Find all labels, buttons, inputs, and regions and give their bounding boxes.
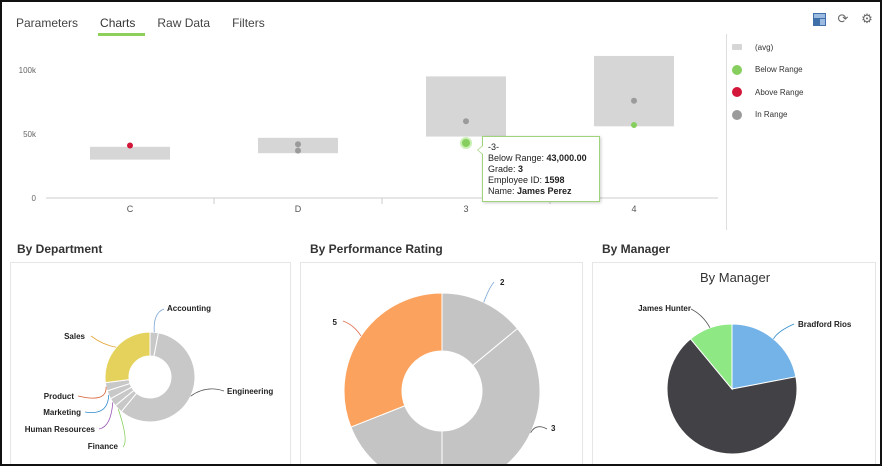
data-point[interactable] bbox=[463, 118, 469, 125]
pie-slice[interactable] bbox=[689, 323, 733, 391]
x-tick-label: 3 bbox=[463, 204, 468, 214]
slice-connector bbox=[117, 408, 126, 448]
toolbar: ⟳ ⚙ bbox=[812, 11, 874, 26]
y-tick-label: 100k bbox=[19, 66, 37, 75]
slice-label: Bradford Rios bbox=[798, 320, 852, 329]
manager-pie-chart: By Manager Bradford Rios James Hunter bbox=[638, 270, 852, 455]
tooltip-line-employee: Employee ID: 1598 bbox=[488, 175, 565, 185]
range-box[interactable] bbox=[426, 76, 506, 137]
slice-connector bbox=[530, 426, 548, 433]
slice-label: Engineering bbox=[227, 387, 273, 396]
legend-swatch-above-range bbox=[732, 87, 742, 98]
slice-connector bbox=[77, 386, 107, 399]
slice-label: Human Resources bbox=[25, 425, 96, 434]
legend-item-avg[interactable]: (avg) bbox=[732, 36, 872, 59]
pie-slice[interactable] bbox=[343, 292, 443, 428]
legend-item-in-range[interactable]: In Range bbox=[732, 104, 872, 127]
performance-panel-title: By Performance Rating bbox=[310, 242, 443, 256]
department-donut-chart: Accounting Engineering Finance Human Resour… bbox=[25, 304, 274, 451]
x-tick-label: 4 bbox=[631, 204, 636, 214]
slice-connector bbox=[773, 323, 795, 340]
slice-connector bbox=[342, 320, 362, 337]
data-point[interactable] bbox=[295, 141, 301, 148]
performance-donut-chart: 2 3 5 bbox=[333, 278, 556, 466]
slice-label: Product bbox=[44, 392, 75, 401]
slice-connector bbox=[84, 394, 110, 414]
legend-item-below-range[interactable]: Below Range bbox=[732, 59, 872, 82]
tooltip-line-range: Below Range: 43,000.00 bbox=[488, 153, 587, 163]
legend-label-avg: (avg) bbox=[755, 42, 774, 52]
x-tick-label: C bbox=[127, 204, 134, 214]
legend-divider bbox=[726, 34, 727, 230]
slice-connector bbox=[190, 388, 225, 397]
legend-label-above-range: Above Range bbox=[755, 87, 804, 97]
slice-label: 2 bbox=[500, 278, 505, 287]
legend-label-in-range: In Range bbox=[755, 110, 788, 120]
slice-label: 3 bbox=[551, 424, 556, 433]
range-scatter-chart: 0 50k 100k C D 3 4 bbox=[19, 55, 718, 214]
tab-filters[interactable]: Filters bbox=[232, 16, 265, 30]
legend-swatch-below-range bbox=[732, 64, 742, 75]
data-point[interactable] bbox=[460, 136, 472, 149]
tab-charts[interactable]: Charts bbox=[98, 10, 146, 36]
y-tick-label: 50k bbox=[23, 130, 37, 139]
tooltip-line-grade: Grade: 3 bbox=[488, 164, 524, 174]
legend-swatch-avg bbox=[732, 44, 742, 51]
performance-panel: 2 3 5 bbox=[300, 262, 583, 466]
x-tick-label: D bbox=[295, 204, 302, 214]
data-point[interactable] bbox=[631, 122, 637, 129]
slice-connector bbox=[153, 308, 165, 333]
pie-slice[interactable] bbox=[104, 331, 151, 384]
layout-icon[interactable] bbox=[812, 12, 826, 26]
slice-label: Marketing bbox=[43, 408, 81, 417]
slice-label: Finance bbox=[88, 442, 119, 451]
tooltip-line-name: Name: James Perez bbox=[488, 186, 572, 196]
gear-icon[interactable]: ⚙ bbox=[861, 11, 873, 26]
data-point[interactable] bbox=[127, 142, 133, 149]
pie-slice[interactable] bbox=[441, 327, 541, 466]
legend-item-above-range[interactable]: Above Range bbox=[732, 81, 872, 104]
manager-chart-title: By Manager bbox=[700, 270, 771, 285]
slice-label: Sales bbox=[64, 332, 85, 341]
refresh-icon[interactable]: ⟳ bbox=[837, 11, 849, 26]
chart-legend: (avg) Below Range Above Range In Range bbox=[732, 36, 872, 126]
tab-parameters[interactable]: Parameters bbox=[16, 16, 79, 30]
data-point-tooltip: -3- Below Range: 43,000.00 Grade: 3 Empl… bbox=[477, 136, 600, 202]
slice-label: 5 bbox=[333, 318, 338, 327]
slice-connector bbox=[690, 308, 711, 329]
tab-bar: Parameters Charts Raw Data Filters bbox=[14, 10, 285, 36]
slice-connector bbox=[483, 281, 495, 303]
manager-panel-title: By Manager bbox=[602, 242, 671, 256]
department-panel: Accounting Engineering Finance Human Resour… bbox=[10, 262, 291, 464]
legend-label-below-range: Below Range bbox=[755, 65, 803, 75]
range-box[interactable] bbox=[594, 55, 674, 127]
pie-slice[interactable] bbox=[666, 338, 798, 455]
slice-connector bbox=[98, 402, 114, 430]
tab-raw-data[interactable]: Raw Data bbox=[157, 16, 211, 30]
slice-connector bbox=[90, 335, 117, 348]
range-box[interactable] bbox=[90, 146, 170, 160]
pie-slice[interactable] bbox=[350, 405, 443, 466]
slice-label: Accounting bbox=[167, 304, 211, 313]
pie-slice[interactable] bbox=[120, 332, 196, 423]
manager-panel: By Manager Bradford Rios James Hunter bbox=[592, 262, 876, 464]
slice-label: James Hunter bbox=[638, 304, 691, 313]
y-tick-label: 0 bbox=[32, 194, 37, 203]
tooltip-header: -3- bbox=[488, 142, 499, 152]
data-point[interactable] bbox=[631, 97, 637, 104]
data-point[interactable] bbox=[295, 147, 301, 154]
department-panel-title: By Department bbox=[17, 242, 103, 256]
legend-swatch-in-range bbox=[732, 109, 742, 120]
